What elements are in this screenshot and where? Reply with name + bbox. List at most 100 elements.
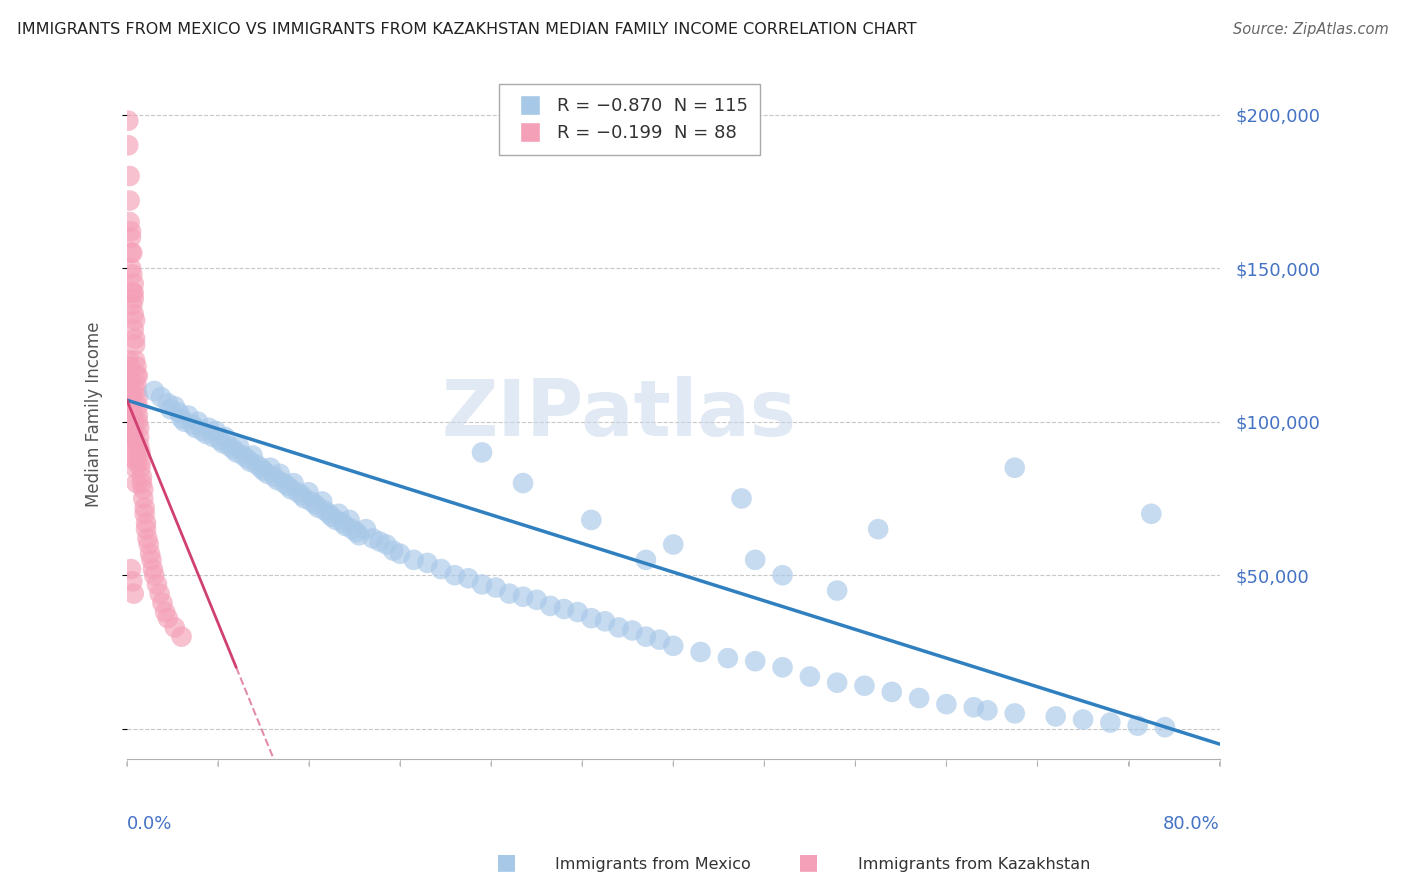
Legend: R = −0.870  N = 115, R = −0.199  N = 88: R = −0.870 N = 115, R = −0.199 N = 88 bbox=[499, 85, 761, 155]
Point bbox=[321, 509, 343, 524]
Point bbox=[132, 491, 155, 506]
Point bbox=[567, 605, 589, 619]
Point bbox=[328, 507, 350, 521]
Point bbox=[120, 377, 142, 392]
Point bbox=[299, 494, 322, 508]
Text: ■: ■ bbox=[496, 853, 516, 872]
Point bbox=[259, 460, 281, 475]
Point bbox=[242, 449, 264, 463]
Point bbox=[553, 602, 575, 616]
Point bbox=[280, 482, 302, 496]
Point bbox=[122, 430, 145, 444]
Point bbox=[118, 194, 141, 208]
Point bbox=[443, 568, 465, 582]
Point bbox=[120, 430, 142, 444]
Point bbox=[297, 485, 319, 500]
Point bbox=[1099, 715, 1122, 730]
Point bbox=[121, 574, 143, 589]
Point bbox=[325, 513, 347, 527]
Point bbox=[170, 411, 193, 425]
Point bbox=[181, 417, 204, 432]
Y-axis label: Median Family Income: Median Family Income bbox=[86, 321, 103, 507]
Point bbox=[963, 700, 986, 714]
Point bbox=[150, 390, 173, 404]
Point bbox=[141, 553, 163, 567]
Point bbox=[1154, 720, 1177, 734]
Point bbox=[368, 534, 391, 549]
Point bbox=[498, 587, 520, 601]
Point bbox=[138, 537, 160, 551]
Text: IMMIGRANTS FROM MEXICO VS IMMIGRANTS FROM KAZAKHSTAN MEDIAN FAMILY INCOME CORREL: IMMIGRANTS FROM MEXICO VS IMMIGRANTS FRO… bbox=[17, 22, 917, 37]
Point bbox=[122, 292, 145, 306]
Point bbox=[122, 451, 145, 466]
Text: ■: ■ bbox=[799, 853, 818, 872]
Point bbox=[117, 375, 139, 389]
Point bbox=[332, 516, 354, 530]
Text: Source: ZipAtlas.com: Source: ZipAtlas.com bbox=[1233, 22, 1389, 37]
Point bbox=[198, 421, 221, 435]
Point bbox=[131, 470, 153, 484]
Point bbox=[314, 504, 336, 518]
Point bbox=[156, 611, 179, 625]
Point bbox=[1045, 709, 1067, 723]
Point bbox=[121, 298, 143, 312]
Text: Immigrants from Kazakhstan: Immigrants from Kazakhstan bbox=[858, 857, 1090, 872]
Point bbox=[128, 430, 150, 444]
Point bbox=[256, 467, 278, 481]
Text: 0.0%: 0.0% bbox=[127, 814, 173, 833]
Point bbox=[163, 400, 186, 414]
Point bbox=[118, 169, 141, 183]
Point bbox=[273, 476, 295, 491]
Point bbox=[252, 464, 274, 478]
Point bbox=[120, 415, 142, 429]
Point bbox=[124, 353, 146, 368]
Point bbox=[163, 620, 186, 634]
Point bbox=[121, 245, 143, 260]
Point bbox=[662, 537, 685, 551]
Point bbox=[122, 587, 145, 601]
Point bbox=[121, 409, 143, 423]
Point bbox=[249, 460, 271, 475]
Point bbox=[118, 359, 141, 374]
Point bbox=[307, 500, 329, 515]
Point bbox=[132, 482, 155, 496]
Point bbox=[634, 630, 657, 644]
Point bbox=[1140, 507, 1163, 521]
Point bbox=[634, 553, 657, 567]
Point bbox=[239, 454, 262, 468]
Point bbox=[117, 353, 139, 368]
Point bbox=[485, 581, 508, 595]
Point bbox=[125, 454, 148, 468]
Point bbox=[772, 568, 794, 582]
Point bbox=[125, 476, 148, 491]
Point bbox=[361, 532, 384, 546]
Point bbox=[124, 460, 146, 475]
Point bbox=[339, 513, 361, 527]
Point bbox=[135, 522, 157, 536]
Point bbox=[127, 415, 149, 429]
Point bbox=[294, 491, 316, 506]
Point bbox=[593, 614, 616, 628]
Point bbox=[1004, 706, 1026, 721]
Point bbox=[125, 368, 148, 383]
Point bbox=[122, 322, 145, 336]
Point bbox=[121, 267, 143, 281]
Point bbox=[125, 359, 148, 374]
Point bbox=[825, 583, 848, 598]
Point bbox=[1071, 713, 1094, 727]
Point bbox=[1004, 460, 1026, 475]
Point bbox=[772, 660, 794, 674]
Point bbox=[621, 624, 644, 638]
Point bbox=[127, 409, 149, 423]
Point bbox=[121, 390, 143, 404]
Point bbox=[512, 476, 534, 491]
Point bbox=[402, 553, 425, 567]
Point bbox=[187, 415, 209, 429]
Point bbox=[347, 528, 370, 542]
Point bbox=[122, 411, 145, 425]
Point bbox=[121, 439, 143, 453]
Point bbox=[266, 473, 288, 487]
Point bbox=[204, 424, 226, 438]
Point bbox=[117, 390, 139, 404]
Point bbox=[195, 426, 218, 441]
